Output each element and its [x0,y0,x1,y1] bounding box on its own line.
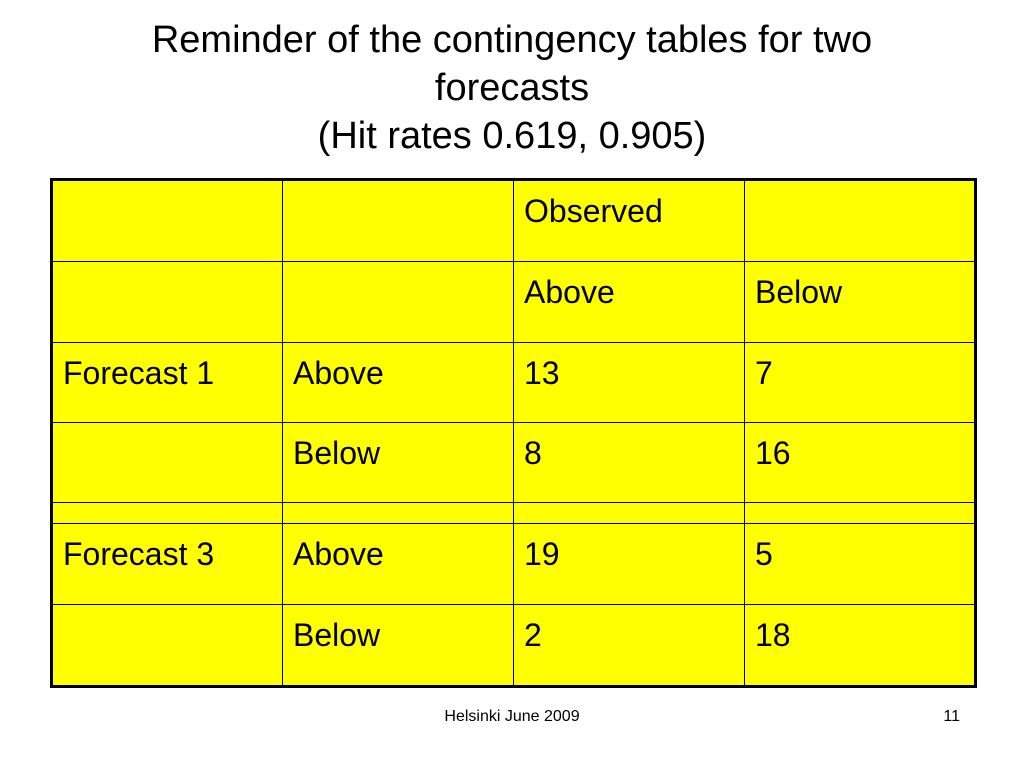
table-cell [513,502,745,525]
count-cell: 7 [744,341,976,424]
forecast-1-label-cell: Forecast 1 [51,341,283,424]
table-row-forecast1-above: Forecast 1 Above 13 7 [51,341,976,424]
forecast-category-cell: Above [282,523,514,605]
observed-below-cell: Below [744,261,976,343]
table-cell [282,178,514,263]
table-row-forecast1-below: Below 8 16 [51,422,976,504]
forecast-category-cell: Above [282,341,514,424]
slide-title: Reminder of the contingency tables for t… [0,16,1024,160]
count-cell: 8 [513,422,745,504]
table-cell [282,261,514,343]
count-cell: 5 [744,523,976,605]
table-row-forecast3-above: Forecast 3 Above 19 5 [51,523,976,605]
count-cell: 19 [513,523,745,605]
count-cell: 18 [744,603,976,688]
table-cell [744,502,976,525]
table-row-spacer [51,502,976,525]
table-row-observed-categories: Above Below [51,261,976,343]
table-row-forecast3-below: Below 2 18 [51,603,976,688]
table-cell [282,502,514,525]
forecast-category-cell: Below [282,422,514,504]
title-line-1: Reminder of the contingency tables for t… [151,19,873,61]
table-row-observed-header: Observed [51,178,976,263]
table-cell [744,178,976,263]
contingency-table: Observed Above Below Forecast 1 Above 13… [50,178,977,688]
table-cell [51,178,283,263]
page-number: 11 [943,708,960,725]
forecast-category-cell: Below [282,603,514,688]
observed-header-cell: Observed [513,178,745,263]
forecast-3-label-cell: Forecast 3 [51,523,283,605]
observed-above-cell: Above [513,261,745,343]
count-cell: 16 [744,422,976,504]
table-cell [51,502,283,525]
table-cell [51,261,283,343]
footer-location-date: Helsinki June 2009 [444,708,580,725]
table-cell [51,422,283,504]
title-line-2: forecasts [434,67,590,109]
count-cell: 13 [513,341,745,424]
count-cell: 2 [513,603,745,688]
table-cell [51,603,283,688]
title-line-3: (Hit rates 0.619, 0.905) [317,115,707,157]
